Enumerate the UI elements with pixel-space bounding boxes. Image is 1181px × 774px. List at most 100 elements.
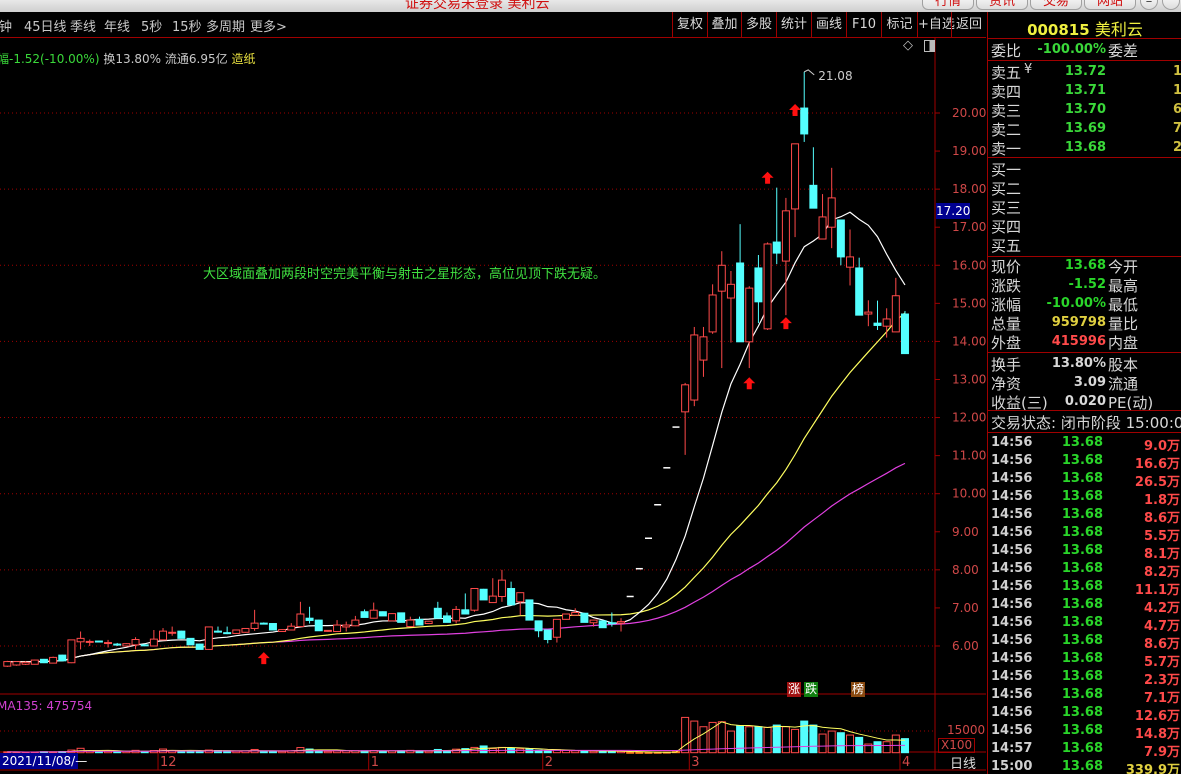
volume-bar: [708, 721, 717, 754]
tick-row[interactable]: 14:56 13.68 12.6万: [988, 704, 1181, 724]
price-tick-label: 12.00: [952, 411, 986, 425]
tick-time: 14:56: [991, 723, 1033, 738]
ask-row[interactable]: 卖三 13.70 6: [988, 100, 1181, 120]
tick-time: 14:56: [991, 543, 1033, 558]
ask-label: 卖三: [991, 102, 1022, 120]
ask-row[interactable]: 卖二 13.69 7: [988, 119, 1181, 139]
restore-icon[interactable]: [1162, 0, 1180, 10]
period-15s[interactable]: 15秒: [172, 20, 202, 35]
tick-row[interactable]: 14:56 13.68 4.7万: [988, 614, 1181, 634]
tick-row[interactable]: 14:56 13.68 4.2万: [988, 596, 1181, 616]
bid-row[interactable]: 买二: [988, 178, 1181, 198]
draw-line-button[interactable]: 画线: [811, 12, 846, 37]
tick-volume: 4.2万: [1143, 601, 1180, 616]
weibi-value: -100.00%: [1037, 42, 1106, 57]
top-button-trade[interactable]: 交易: [1030, 0, 1082, 10]
tick-volume: 12.6万: [1134, 709, 1180, 724]
volume-ma-long-line: [7, 744, 905, 753]
multi-stock-button[interactable]: 多股: [741, 12, 776, 37]
turnover-float-text: 换13.80% 流通6.95亿: [103, 52, 228, 66]
tick-row[interactable]: 14:56 13.68 8.6万: [988, 506, 1181, 526]
candle: [351, 619, 360, 627]
top-button-web[interactable]: 网站: [1084, 0, 1136, 10]
overlay-button[interactable]: 叠加: [707, 12, 741, 37]
candle: [791, 143, 800, 210]
tick-price: 13.68: [1061, 633, 1103, 648]
tick-row[interactable]: 14:56 13.68 1.8万: [988, 488, 1181, 508]
panel-toggle-icon[interactable]: [924, 40, 935, 52]
stat-label-2: 内盘: [1108, 334, 1139, 352]
badge-rise[interactable]: 涨: [787, 682, 801, 697]
minimize-icon[interactable]: –: [1140, 0, 1158, 10]
candle: [406, 619, 415, 628]
ask-price: 13.69: [1064, 121, 1106, 136]
tick-row[interactable]: 14:56 13.68 8.1万: [988, 542, 1181, 562]
tick-row[interactable]: 14:56 13.68 5.5万: [988, 524, 1181, 544]
badge-fall[interactable]: 跌: [804, 682, 818, 697]
add-watchlist-button[interactable]: +自选: [917, 12, 955, 37]
tick-volume: 5.7万: [1143, 655, 1180, 670]
tick-row[interactable]: 14:56 13.68 7.1万: [988, 686, 1181, 706]
fundamental-value-2: (: [1176, 375, 1181, 390]
bid-row[interactable]: 买三: [988, 197, 1181, 217]
tick-row[interactable]: 14:56 13.68 14.8万: [988, 722, 1181, 742]
bid-label: 买四: [991, 218, 1022, 236]
period-multi[interactable]: 多周期: [206, 20, 246, 35]
tick-row[interactable]: 15:00 13.68 339.9万: [988, 758, 1181, 774]
tick-volume: 7.1万: [1143, 691, 1180, 706]
tick-row[interactable]: 14:56 13.68 16.6万: [988, 452, 1181, 472]
volume-bar: [644, 751, 653, 754]
period-5s[interactable]: 5秒: [141, 20, 163, 35]
ask-row[interactable]: 卖四 13.71 1: [988, 81, 1181, 101]
mark-button[interactable]: 标记: [881, 12, 917, 37]
candle: [259, 622, 268, 625]
bid-row[interactable]: 买五: [988, 235, 1181, 255]
tick-row[interactable]: 14:56 13.68 9.0万: [988, 434, 1181, 454]
f10-button[interactable]: F10: [846, 12, 881, 37]
tick-row[interactable]: 14:56 13.68 26.5万: [988, 470, 1181, 490]
tick-time: 14:56: [991, 561, 1033, 576]
up-arrow-signal-icon: [257, 652, 270, 665]
tick-time: 14:56: [991, 687, 1033, 702]
statistics-button[interactable]: 统计: [776, 12, 811, 37]
tick-time: 14:56: [991, 453, 1033, 468]
period-quarter[interactable]: 季线: [70, 20, 97, 35]
period-45day[interactable]: 45日线: [24, 20, 67, 35]
period-label[interactable]: 日线: [950, 757, 977, 772]
month-label: 3: [691, 755, 699, 770]
candle: [507, 587, 516, 606]
tick-row[interactable]: 14:56 13.68 2.3万: [988, 668, 1181, 688]
period-minute[interactable]: 分钟: [0, 20, 13, 35]
tick-row[interactable]: 14:57 13.68 7.9万: [988, 740, 1181, 760]
kline-chart[interactable]: 20.0019.0018.0017.0016.0015.0014.0013.00…: [0, 0, 986, 774]
ask-price: 13.68: [1064, 140, 1106, 155]
tick-volume: 26.5万: [1134, 475, 1180, 490]
restore-rights-button[interactable]: 复权: [672, 12, 707, 37]
tick-row[interactable]: 14:56 13.68 5.7万: [988, 650, 1181, 670]
top-button-news[interactable]: 资讯: [976, 0, 1028, 10]
bid-row[interactable]: 买一: [988, 159, 1181, 179]
ask-volume: 2: [1138, 140, 1181, 155]
ask-row[interactable]: 卖一 13.68 2: [988, 138, 1181, 158]
volume-bar: [791, 728, 800, 754]
industry-text[interactable]: 造纸: [231, 52, 256, 66]
top-button-market[interactable]: 行情: [922, 0, 974, 10]
tick-row[interactable]: 14:56 13.68 8.2万: [988, 560, 1181, 580]
tick-price: 13.68: [1061, 543, 1103, 558]
volume-bar: [836, 732, 845, 754]
period-year[interactable]: 年线: [104, 20, 131, 35]
stat-label: 涨幅: [991, 296, 1022, 314]
stat-value: 415996: [1051, 334, 1106, 349]
candle: [717, 264, 726, 292]
tick-row[interactable]: 14:56 13.68 11.1万: [988, 578, 1181, 598]
fundamental-label: 换手: [991, 356, 1022, 374]
tick-row[interactable]: 14:56 13.68 8.6万: [988, 632, 1181, 652]
badge-rank[interactable]: 榜: [851, 682, 865, 697]
diamond-icon[interactable]: ◇: [903, 38, 913, 53]
period-more[interactable]: 更多>: [250, 20, 287, 35]
tick-volume: 16.6万: [1134, 457, 1180, 472]
ask-row[interactable]: 卖五¥13.72 1: [988, 62, 1181, 82]
bid-row[interactable]: 买四: [988, 216, 1181, 236]
back-button[interactable]: 返回: [951, 12, 986, 37]
toolbar: 分钟 45日线 季线 年线 5秒 15秒 多周期 更多> 复权 叠加 多股 统计…: [0, 12, 986, 38]
